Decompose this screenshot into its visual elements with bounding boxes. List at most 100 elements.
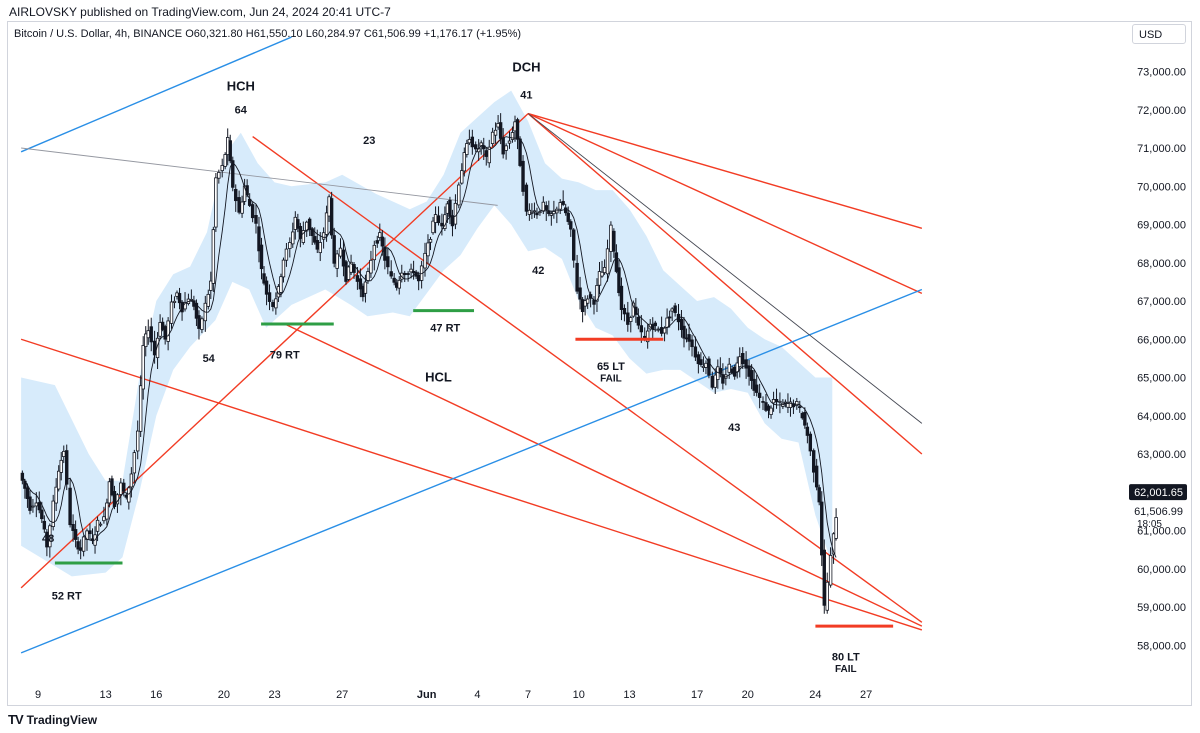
- candle-body: [436, 215, 441, 224]
- candle-body: [279, 276, 283, 293]
- candle: [37, 491, 41, 514]
- candle: [25, 483, 30, 508]
- candle: [406, 271, 410, 282]
- candle: [707, 356, 711, 379]
- candle: [250, 202, 255, 223]
- candle-body: [431, 220, 435, 234]
- candle: [696, 351, 701, 374]
- candle-body: [25, 487, 30, 500]
- candle: [397, 276, 401, 295]
- candle: [88, 523, 92, 540]
- candle: [57, 465, 61, 492]
- candle: [622, 304, 627, 322]
- candle: [288, 237, 292, 258]
- candle-body: [831, 533, 836, 555]
- candle: [166, 317, 170, 351]
- candle-body: [682, 325, 686, 339]
- candle-body: [805, 426, 810, 436]
- candle-body: [690, 339, 694, 348]
- candle-body: [389, 271, 393, 277]
- candle-body: [281, 259, 286, 278]
- x-tick-label: Jun: [417, 689, 437, 701]
- candle-body: [673, 305, 677, 314]
- candle-body: [521, 160, 525, 192]
- candle-body: [313, 236, 317, 243]
- candle-body: [670, 308, 674, 312]
- candle-body: [20, 472, 25, 481]
- candle-body: [321, 232, 326, 240]
- candle: [693, 336, 698, 361]
- candle: [798, 400, 802, 413]
- candle-body: [612, 230, 616, 252]
- candle-body: [307, 218, 312, 230]
- candle-body: [366, 271, 370, 281]
- candle-body: [291, 231, 295, 245]
- y-tick-label: 58,000.00: [1137, 640, 1186, 652]
- candle-body: [259, 244, 264, 270]
- candle: [329, 191, 334, 239]
- candle: [324, 205, 329, 242]
- candle: [426, 234, 430, 265]
- candle: [831, 532, 836, 564]
- candle: [259, 237, 264, 280]
- candle-body: [397, 279, 401, 289]
- candle: [307, 217, 312, 237]
- candle-body: [296, 219, 300, 229]
- candle-body: [206, 293, 210, 307]
- candle-body: [704, 362, 708, 368]
- candle-body: [375, 240, 379, 244]
- candle-body: [462, 152, 467, 172]
- moving-average-line: [21, 136, 837, 558]
- candle-body: [538, 211, 542, 214]
- candle-body: [639, 325, 644, 333]
- candle-body: [119, 482, 123, 495]
- candle-body: [493, 129, 498, 136]
- candle-body: [622, 307, 627, 315]
- candle-body: [332, 235, 336, 264]
- candle-body: [122, 482, 126, 492]
- candle: [28, 490, 32, 515]
- candle-body: [78, 547, 83, 551]
- currency-button[interactable]: USD: [1132, 24, 1186, 44]
- candle: [727, 357, 731, 379]
- candle-body: [754, 384, 759, 393]
- candle-body: [136, 430, 140, 452]
- candle: [575, 254, 579, 294]
- candle-body: [214, 177, 218, 228]
- candle: [223, 152, 227, 170]
- candle: [274, 292, 278, 315]
- candle: [291, 222, 295, 248]
- candle-body: [250, 204, 255, 219]
- trend-line-red-5: [527, 112, 923, 294]
- candle-body: [564, 207, 568, 214]
- candle-body: [710, 375, 715, 388]
- annotation-label: 48: [42, 533, 54, 545]
- candle-body: [600, 271, 604, 277]
- candle: [769, 405, 773, 419]
- candle-body: [264, 280, 269, 295]
- candle: [629, 315, 633, 333]
- candle: [71, 514, 75, 542]
- candle-body: [200, 318, 204, 330]
- annotation-label: 47 RT: [430, 323, 460, 335]
- candle-body: [699, 359, 703, 365]
- candle-body: [102, 516, 106, 522]
- candle: [808, 431, 813, 456]
- candle: [129, 467, 134, 498]
- y-tick-label: 68,000.00: [1137, 258, 1186, 270]
- candle: [240, 195, 244, 218]
- candle-body: [416, 274, 421, 282]
- candle-body: [636, 316, 641, 326]
- candle-body: [197, 315, 201, 329]
- candle: [805, 422, 810, 444]
- candle-body: [501, 137, 505, 155]
- candle-body: [643, 335, 647, 338]
- candle: [403, 270, 407, 283]
- x-tick-label: 4: [474, 689, 480, 701]
- candle-body: [62, 450, 66, 458]
- trend-line-blue-7: [20, 288, 923, 654]
- candle: [335, 250, 339, 278]
- candle: [172, 296, 177, 309]
